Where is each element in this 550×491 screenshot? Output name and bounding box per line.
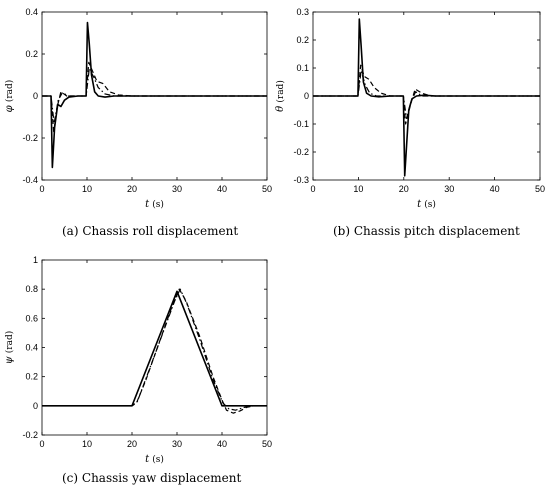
- chart-2: 0 10 20 30 40 50-0.200.20.40.60.81t (s)ψ (rad…: [4, 255, 272, 485]
- x-axis-label: t (s): [145, 454, 164, 465]
- x-tick-label: 0: [39, 439, 44, 449]
- x-tick-label: 50: [535, 184, 545, 194]
- y-tick-label: 0.6: [25, 313, 38, 323]
- y-axis-label: φ (rad): [4, 80, 15, 113]
- x-tick-label: 30: [444, 184, 454, 194]
- x-tick-label: 10: [82, 439, 92, 449]
- chart-caption: (a) Chassis roll displacement: [62, 224, 238, 238]
- x-tick-label: 40: [490, 184, 500, 194]
- y-tick-label: 0.4: [25, 7, 38, 17]
- series-line-dashed: [313, 64, 540, 125]
- y-axis-label: θ (rad): [275, 80, 286, 112]
- y-tick-label: -0.2: [22, 430, 38, 440]
- series-line-solid: [313, 18, 540, 177]
- y-tick-label: 0.2: [296, 35, 309, 45]
- y-tick-label: -0.1: [293, 119, 309, 129]
- y-tick-label: 0.2: [25, 49, 38, 59]
- x-tick-label: 30: [172, 184, 182, 194]
- series-line-solid: [42, 290, 267, 407]
- x-tick-label: 50: [262, 184, 272, 194]
- x-tick-label: 10: [82, 184, 92, 194]
- x-tick-label: 40: [217, 439, 227, 449]
- y-tick-label: 0: [33, 91, 38, 101]
- y-tick-label: 0: [33, 401, 38, 411]
- y-tick-label: -0.2: [22, 133, 38, 143]
- y-tick-label: -0.4: [22, 175, 38, 185]
- y-tick-label: 1: [33, 255, 38, 265]
- chart-caption: (b) Chassis pitch displacement: [333, 224, 520, 238]
- series-line-dashed: [42, 288, 267, 414]
- y-tick-label: 0.1: [296, 63, 309, 73]
- series-line-solid: [42, 21, 267, 169]
- x-axis-label: t (s): [145, 199, 164, 210]
- x-tick-label: 50: [262, 439, 272, 449]
- y-tick-label: 0.2: [25, 372, 38, 382]
- y-tick-label: -0.2: [293, 147, 309, 157]
- x-tick-label: 10: [353, 184, 363, 194]
- x-tick-label: 40: [217, 184, 227, 194]
- y-tick-label: -0.3: [293, 175, 309, 185]
- x-tick-label: 0: [310, 184, 315, 194]
- x-tick-label: 20: [399, 184, 409, 194]
- chart-1: 0 10 20 30 40 50 -0.3 -0.2 -0.1 0 0.1 0.2 0.3 t (s) θ …: [275, 7, 545, 238]
- series-line-dashdot: [42, 288, 267, 411]
- chart-0: 0 10 20 30 40 50 -0.4 -0.2 0 0.2 0.4 t (s) φ (rad) (a…: [4, 7, 272, 238]
- x-axis-label: t (s): [417, 199, 436, 210]
- chart-caption: (c) Chassis yaw displacement: [62, 471, 241, 485]
- x-tick-label: 20: [127, 439, 137, 449]
- x-tick-label: 0: [39, 184, 44, 194]
- x-tick-label: 20: [127, 184, 137, 194]
- y-tick-label: 0: [304, 91, 309, 101]
- y-tick-label: 0.3: [296, 7, 309, 17]
- x-tick-label: 30: [172, 439, 182, 449]
- series-line-dashdot: [42, 68, 267, 124]
- y-tick-label: 0.8: [25, 284, 38, 294]
- y-axis-label: ψ (rad): [4, 331, 15, 364]
- y-tick-label: 0.4: [25, 343, 38, 353]
